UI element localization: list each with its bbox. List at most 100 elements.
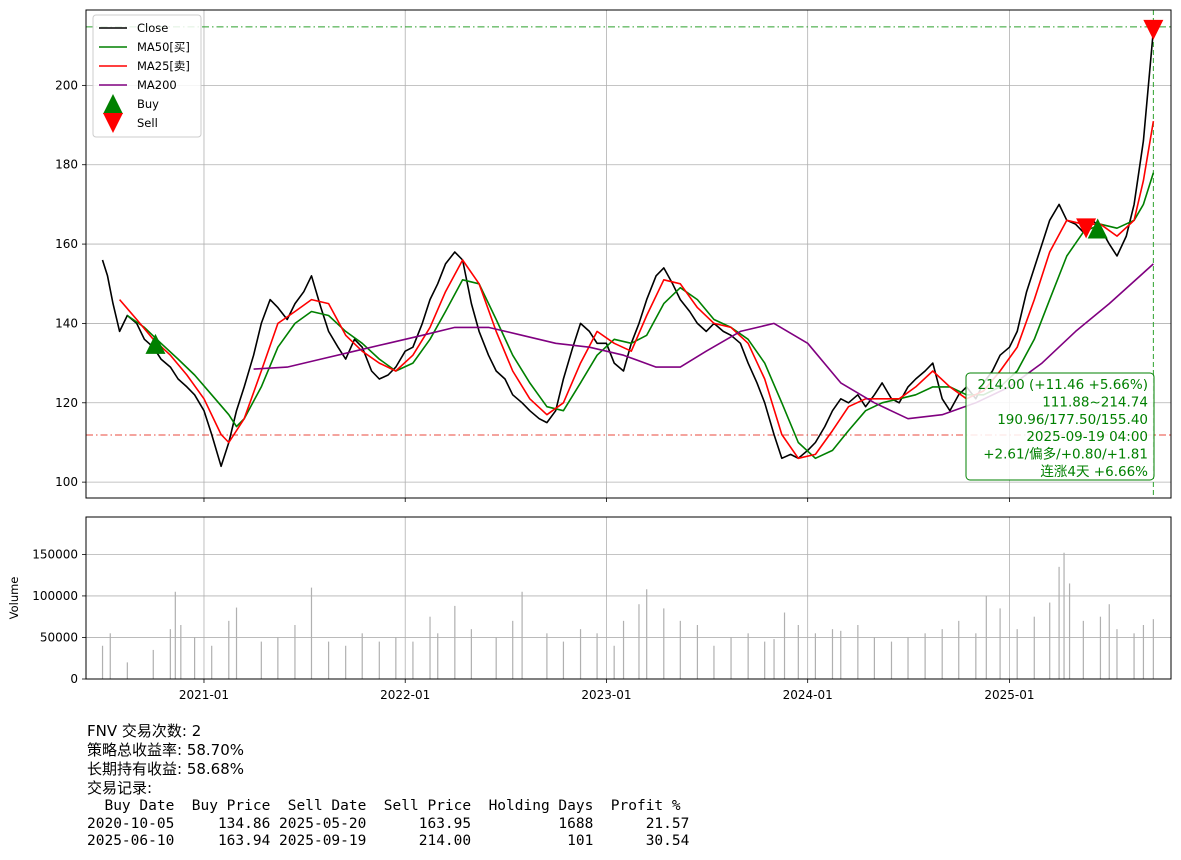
volume-bar [797,625,799,679]
volume-bar [1142,625,1145,679]
trade-report: FNV 交易次数: 2 策略总收益率: 58.70% 长期持有收益: 58.68… [87,722,689,851]
volume-bar [999,608,1001,679]
volume-bar [395,637,397,679]
annotation-line: 连涨4天 +6.66% [1040,464,1148,480]
volume-bar [730,637,732,679]
report-buy-hold-return: 长期持有收益: 58.68% [87,760,245,778]
legend-label: Sell [137,116,158,130]
annotation-line: 214.00 (+11.46 +5.66%) [977,377,1148,393]
volume-bar [1152,619,1154,679]
price-ytick-label: 120 [55,396,78,410]
volume-bar [126,662,128,679]
report-table-header: Buy Date Buy Price Sell Date Sell Price … [87,798,681,814]
volume-bar [958,620,960,679]
report-table-row: 2020-10-05 134.86 2025-05-20 163.95 1688… [87,815,690,832]
volume-bar [429,616,431,679]
legend-box [92,14,202,138]
volume-bar [1099,616,1102,679]
volume-bar [260,641,262,679]
volume-bar [1049,602,1051,679]
volume-bar [857,625,859,679]
volume-bar [1033,616,1035,679]
volume-bar [310,587,313,679]
volume-ytick-label: 150000 [32,547,78,561]
volume-bar [579,629,582,679]
volume-bar [747,633,749,679]
xtick-label: 2021-01 [179,688,229,702]
volume-bar [152,649,154,679]
volume-bar [1068,583,1071,679]
volume-frame [85,516,1172,680]
volume-bar [194,637,196,679]
volume-bar [1116,629,1118,679]
volume-bar [228,620,230,679]
volume-bar [622,620,625,679]
report-trades-heading: 交易记录: [87,779,153,797]
volume-bar [773,639,775,679]
volume-bar [521,591,523,679]
legend-sell-swatch [103,113,123,133]
volume-bar [361,633,363,679]
volume-ytick-label: 0 [70,672,78,686]
legend-label: MA50[买] [137,40,190,54]
volume-bar [454,605,456,679]
volume-bar [638,604,640,679]
volume-bar [663,608,665,679]
volume-bar [783,612,786,679]
price-ytick-label: 160 [55,237,78,251]
sell-marker [1143,19,1164,40]
price-ytick-label: 100 [55,475,78,489]
volume-bars [101,552,1154,679]
volume-bar [840,630,842,679]
volume-bar [174,591,176,679]
xtick-label: 2022-01 [380,688,430,702]
volume-bar [546,633,548,679]
annotation-box [965,372,1155,481]
annotation-line: 190.96/177.50/155.40 [997,412,1148,428]
report-trade-count: FNV 交易次数: 2 [87,722,202,740]
volume-bar [345,645,347,679]
xtick-label: 2023-01 [581,688,631,702]
legend-label: Close [137,21,168,35]
volume-bar [941,629,943,679]
volume-bar [169,629,171,679]
annotation-line: +2.61/偏多/+0.80/+1.81 [983,446,1148,463]
legend-label: MA200 [137,78,177,92]
buy-marker [1087,218,1108,239]
volume-bar [764,641,766,679]
annotation-line: 111.88~214.74 [1042,394,1148,410]
volume-bar [596,633,598,679]
volume-bar [378,641,380,679]
volume-bar [613,645,615,679]
volume-bar [1016,629,1018,679]
xtick-label: 2024-01 [783,688,833,702]
price-legend: Close MA50[买] MA25[卖] MA200 Buy Sell [92,14,202,138]
volume-bar [437,633,439,679]
volume-bar [277,637,279,679]
price-frame [85,9,1172,499]
volume-bar [890,641,893,679]
volume-bar [562,641,565,679]
buy-marker [145,333,166,354]
volume-bar [1063,552,1065,679]
volume-ytick-label: 50000 [40,630,78,644]
volume-bar [180,625,182,679]
volume-bar [211,645,213,679]
volume-bar [495,637,497,679]
price-ytick-label: 200 [55,78,78,92]
volume-bar [696,625,699,679]
volume-bar [975,633,977,679]
volume-bar [831,629,834,679]
volume-bar [327,641,330,679]
volume-bar [235,607,238,679]
volume-bar [907,637,909,679]
volume-bar [101,645,104,679]
volume-bar [1082,620,1084,679]
volume-bar [109,633,111,679]
volume-bar [713,645,715,679]
price-annotation: 214.00 (+11.46 +5.66%)111.88~214.74 190.9… [965,372,1155,481]
volume-bar [470,629,472,679]
report-table-row: 2025-06-10 163.94 2025-09-19 214.00 101 … [87,833,690,849]
